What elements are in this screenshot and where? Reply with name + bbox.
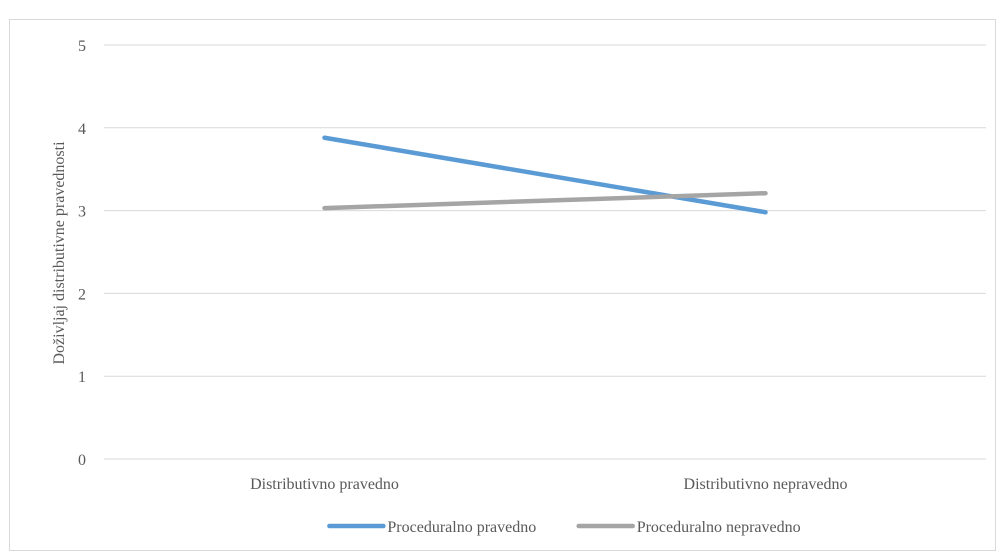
y-axis-title: Doživljaj distributivne pravednosti xyxy=(51,141,68,365)
plot-series xyxy=(322,135,768,215)
x-axis-ticks: Distributivno pravedno Distributivno nepr… xyxy=(250,476,847,493)
legend-label: Proceduralno nepravedno xyxy=(637,519,801,536)
y-tick-label: 3 xyxy=(78,204,86,221)
y-tick-label: 5 xyxy=(78,38,86,55)
y-axis-ticks: 0 1 2 3 4 5 xyxy=(78,38,86,469)
y-tick-label: 4 xyxy=(78,121,86,138)
chart-area xyxy=(9,19,996,551)
series-line-2 xyxy=(322,190,768,211)
gridlines xyxy=(104,44,986,460)
y-tick-label: 2 xyxy=(78,286,86,303)
y-tick-label: 1 xyxy=(78,369,86,386)
legend-label: Proceduralno pravedno xyxy=(387,519,536,536)
y-tick-label: 0 xyxy=(78,452,86,469)
x-tick-label: Distributivno pravedno xyxy=(250,476,399,493)
series-line-1 xyxy=(322,135,768,215)
legend: Proceduralno pravedno Proceduralno neprav… xyxy=(327,519,801,536)
x-tick-label: Distributivno nepravedno xyxy=(684,476,848,493)
